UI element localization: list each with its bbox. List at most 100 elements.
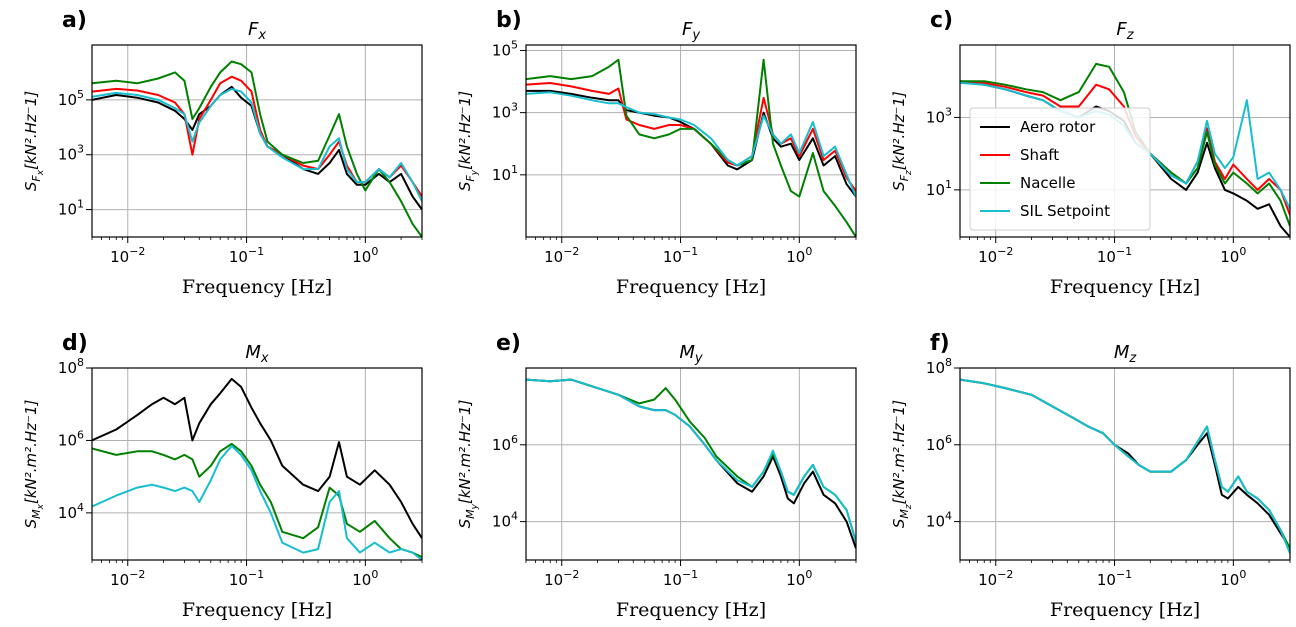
y-tick-label: 101 — [58, 198, 84, 219]
x-tick-label: 100 — [352, 245, 378, 266]
y-tick-label: 104 — [492, 510, 518, 531]
y-axis-label: SMz[kN².m².Hz⁻1] — [890, 400, 914, 528]
plot-frame — [525, 367, 857, 561]
x-tick-label: 10−1 — [663, 568, 698, 589]
x-tick-label: 10−1 — [1097, 245, 1132, 266]
y-tick-label: 106 — [58, 428, 84, 449]
x-tick-label: 100 — [1220, 245, 1246, 266]
series-group — [92, 377, 422, 560]
y-tick-label: 101 — [492, 163, 518, 184]
x-tick-label: 10−2 — [110, 568, 145, 589]
series-line-aero-rotor — [960, 378, 1290, 549]
y-axis-label: SMx[kN².m².Hz⁻1] — [22, 399, 46, 528]
x-axis-label: Frequency [Hz] — [182, 599, 332, 621]
plot-frame — [959, 44, 1291, 238]
chart-title: Mz — [1114, 342, 1138, 366]
chart-panel-5: 10−2 10−1 100 104 106 e) My Frequency [Hz] SMy[k… — [456, 331, 857, 621]
legend-box — [969, 107, 1151, 231]
y-axis-label: SMy[kN².m².Hz⁻1] — [456, 399, 480, 528]
x-tick-label: 10−2 — [978, 568, 1013, 589]
x-tick-label: 10−1 — [663, 245, 698, 266]
plot-frame — [959, 367, 1291, 561]
series-group — [526, 58, 856, 237]
y-axis-label: SFz[kN².Hz⁻1] — [890, 91, 914, 191]
y-axis-label: SFx[kN².Hz⁻1] — [22, 91, 46, 191]
panel-letter: c) — [930, 8, 953, 33]
y-tick-label: 104 — [58, 501, 84, 522]
x-axis-label: Frequency [Hz] — [616, 276, 766, 298]
series-line-sil-setpoint — [960, 81, 1290, 210]
series-line-aero-rotor — [526, 89, 856, 198]
series-line-aero-rotor — [92, 377, 422, 539]
y-tick-label: 108 — [58, 356, 84, 377]
series-group — [960, 62, 1290, 237]
series-line-sil-setpoint — [960, 378, 1290, 554]
series-line-nacelle — [526, 58, 856, 237]
x-tick-label: 10−2 — [978, 245, 1013, 266]
series-group — [960, 378, 1290, 554]
x-tick-label: 10−1 — [229, 568, 264, 589]
panel-letter: e) — [496, 331, 521, 356]
legend-label: Nacelle — [1020, 174, 1075, 192]
chart-panel-2: 10−2 10−1 100 101 103 105 b) Fy Frequency [Hz] SF… — [456, 8, 857, 298]
x-axis-label: Frequency [Hz] — [1050, 276, 1200, 298]
x-tick-label: 100 — [786, 568, 812, 589]
plot-frame — [91, 44, 423, 238]
y-tick-label: 105 — [58, 88, 84, 109]
x-tick-label: 10−1 — [1097, 568, 1132, 589]
series-line-sil-setpoint — [92, 87, 422, 202]
series-line-aero-rotor — [526, 378, 856, 549]
x-tick-label: 100 — [786, 245, 812, 266]
chart-panel-3: 10−2 10−1 100 101 103 c) Fz Frequency [Hz] SFz[k… — [890, 8, 1291, 298]
x-tick-label: 10−2 — [544, 245, 579, 266]
chart-title: Fy — [682, 19, 700, 43]
panel-letter: a) — [62, 8, 87, 33]
legend-label: Aero rotor — [1020, 118, 1096, 136]
panel-letter: f) — [930, 331, 950, 356]
plot-frame — [91, 367, 423, 561]
series-line-nacelle — [960, 62, 1290, 227]
series-line-aero-rotor — [92, 85, 422, 211]
x-tick-label: 10−2 — [110, 245, 145, 266]
x-tick-label: 10−1 — [229, 245, 264, 266]
x-tick-label: 100 — [352, 568, 378, 589]
chart-title: Mx — [245, 342, 269, 366]
series-line-nacelle — [92, 442, 422, 559]
y-tick-label: 103 — [58, 143, 84, 164]
y-tick-label: 108 — [926, 356, 952, 377]
series-line-nacelle — [92, 60, 422, 237]
x-axis-label: Frequency [Hz] — [1050, 599, 1200, 621]
panel-letter: d) — [62, 331, 88, 356]
y-tick-label: 106 — [926, 433, 952, 454]
legend: Aero rotor Shaft Nacelle SIL Setpoint — [969, 107, 1151, 231]
y-tick-label: 101 — [926, 178, 952, 199]
panel-letter: b) — [496, 8, 522, 33]
series-line-sil-setpoint — [526, 378, 856, 542]
chart-panel-1: 10−2 10−1 100 101 103 105 a) Fx Frequency [Hz] SF… — [22, 8, 423, 298]
x-axis-label: Frequency [Hz] — [182, 276, 332, 298]
x-tick-label: 100 — [1220, 568, 1246, 589]
y-tick-label: 106 — [492, 433, 518, 454]
series-line-sil-setpoint — [526, 91, 856, 197]
y-tick-label: 103 — [926, 105, 952, 126]
chart-title: Fx — [248, 19, 266, 43]
series-group — [526, 378, 856, 549]
series-group — [92, 60, 422, 237]
series-line-nacelle — [526, 378, 856, 542]
plot-frame — [525, 44, 857, 238]
series-line-sil-setpoint — [92, 445, 422, 560]
x-tick-label: 10−2 — [544, 568, 579, 589]
y-tick-label: 105 — [492, 38, 518, 59]
series-line-nacelle — [960, 378, 1290, 549]
legend-label: Shaft — [1020, 146, 1059, 164]
y-tick-label: 104 — [926, 510, 952, 531]
chart-title: My — [679, 342, 703, 366]
legend-label: SIL Setpoint — [1020, 202, 1110, 220]
x-axis-label: Frequency [Hz] — [616, 599, 766, 621]
y-axis-label: SFy[kN².Hz⁻1] — [456, 91, 480, 191]
y-tick-label: 103 — [492, 101, 518, 122]
chart-title: Fz — [1116, 19, 1134, 43]
